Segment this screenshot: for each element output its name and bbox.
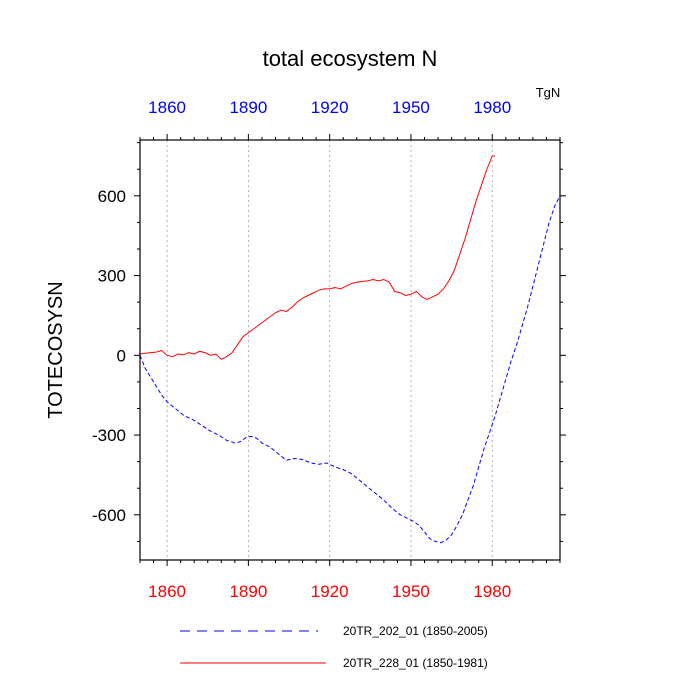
y-tick-label-0: 0 (117, 346, 126, 365)
units-label: TgN (536, 85, 561, 100)
x-tick-label-top-1980: 1980 (473, 98, 511, 117)
series-line-20TR_228_01 (139, 155, 495, 360)
plot-frame (139, 139, 561, 561)
y-tick-label-300: 300 (98, 267, 126, 286)
x-tick-label-top-1860: 1860 (148, 98, 186, 117)
x-tick-label-top-1950: 1950 (392, 98, 430, 117)
x-tick-label-top-1890: 1890 (229, 98, 267, 117)
series-group (139, 155, 561, 544)
x-tick-label-bottom-1980: 1980 (473, 582, 511, 601)
y-axis-label: TOTECOSYSN (45, 281, 67, 418)
y-tick-label--300: -300 (92, 426, 126, 445)
legend-label-20TR_202_01: 20TR_202_01 (1850-2005) (343, 624, 488, 638)
grid (166, 140, 493, 560)
x-tick-label-bottom-1950: 1950 (392, 582, 430, 601)
x-tick-label-bottom-1920: 1920 (311, 582, 349, 601)
axes (134, 134, 566, 566)
chart-title: total ecosystem N (263, 46, 438, 71)
y-tick-label-600: 600 (98, 187, 126, 206)
tick-labels: -600 -300 0 300 600 1860 1890 1920 1950 1980 1860 1… (92, 98, 511, 601)
x-tick-label-top-1920: 1920 (311, 98, 349, 117)
x-tick-label-bottom-1890: 1890 (229, 582, 267, 601)
legend: 20TR_202_01 (1850-2005) 20TR_228_01 (185… (180, 624, 488, 670)
x-tick-label-bottom-1860: 1860 (148, 582, 186, 601)
legend-label-20TR_228_01: 20TR_228_01 (1850-1981) (343, 656, 488, 670)
series-line-20TR_202_01 (139, 195, 561, 544)
y-tick-label--600: -600 (92, 506, 126, 525)
